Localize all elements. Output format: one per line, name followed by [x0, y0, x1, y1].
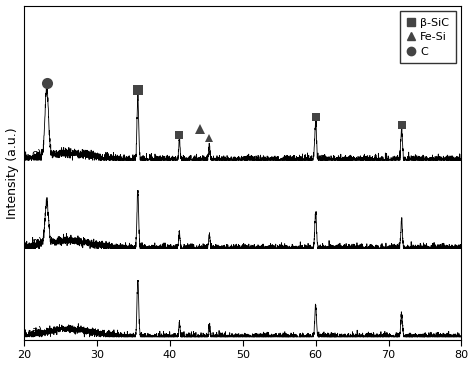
- Y-axis label: Intensity (a.u.): Intensity (a.u.): [6, 127, 18, 219]
- Text: b): b): [31, 237, 43, 247]
- Text: c): c): [31, 149, 42, 158]
- Legend: β-SiC, Fe-Si, C: β-SiC, Fe-Si, C: [400, 11, 456, 63]
- Text: a): a): [31, 325, 43, 335]
